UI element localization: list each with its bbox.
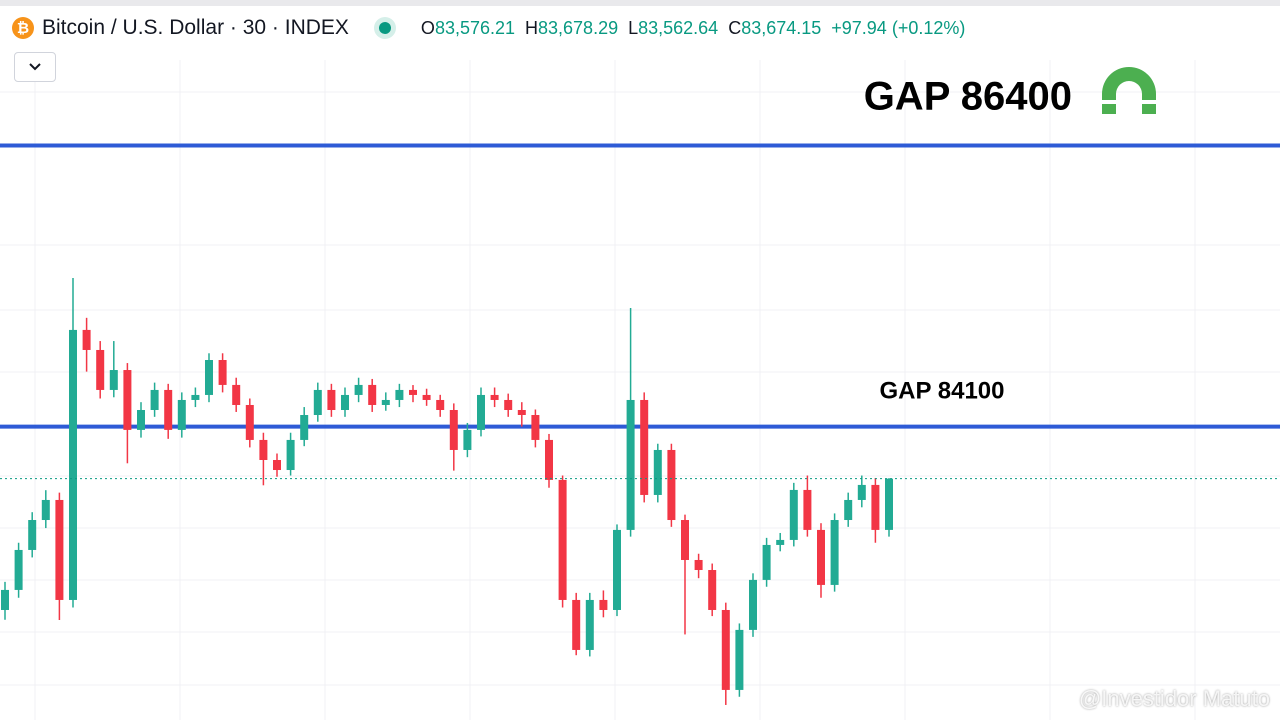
grid xyxy=(0,60,1280,720)
candle-body xyxy=(681,520,689,560)
candle-body xyxy=(653,449,662,495)
candle-body xyxy=(273,459,281,471)
candle-body xyxy=(150,389,159,410)
candle-body xyxy=(14,549,23,590)
candle-body xyxy=(613,529,621,610)
candle-body xyxy=(286,439,295,471)
magnet-icon xyxy=(1102,67,1156,114)
candle-body xyxy=(232,384,241,405)
candle-body xyxy=(327,389,336,410)
candle-body xyxy=(762,544,771,580)
candle-body xyxy=(313,389,322,416)
symbol-title: Bitcoin / U.S. Dollar · 30 · INDEX xyxy=(42,16,349,39)
candle-body xyxy=(123,370,132,430)
candle-body xyxy=(572,599,581,650)
ohlc-low: L83,562.64 xyxy=(628,17,719,38)
candle-body xyxy=(300,415,309,440)
candle-body xyxy=(41,499,50,521)
symbol-header: ₿ Bitcoin / U.S. Dollar · 30 · INDEX O83… xyxy=(12,16,965,40)
candle-body xyxy=(585,599,594,650)
candle-body xyxy=(477,394,485,430)
candle-body xyxy=(259,439,268,460)
candle-body xyxy=(844,499,853,521)
candle-body xyxy=(817,529,825,585)
candle-body xyxy=(422,394,431,400)
candle-body xyxy=(830,520,839,585)
candle-body xyxy=(789,489,798,540)
candle-body xyxy=(436,399,445,410)
candle-body xyxy=(137,409,145,430)
candle-body xyxy=(735,629,744,690)
price-change: +97.94 (+0.12%) xyxy=(831,17,966,38)
candle-body xyxy=(205,360,213,395)
ohlc-close: C83,674.15 xyxy=(728,17,822,38)
ohlc-open: O83,576.21 xyxy=(420,17,516,38)
candle-body xyxy=(82,329,91,350)
market-status xyxy=(378,22,391,34)
gap-label: GAP 86400 xyxy=(864,74,1072,118)
candle-body xyxy=(490,394,499,400)
candle-body xyxy=(55,499,64,600)
ohlc-high: H83,678.29 xyxy=(525,17,619,38)
top-bar xyxy=(0,0,1280,6)
candle-body xyxy=(599,599,608,610)
candle-body xyxy=(449,409,458,450)
candle-body xyxy=(694,559,703,571)
gap-label: GAP 84100 xyxy=(880,378,1005,405)
candle-body xyxy=(531,415,540,440)
candle-body xyxy=(721,609,730,690)
bitcoin-icon: ₿ xyxy=(12,17,34,39)
candle-body xyxy=(164,389,173,430)
candle-body xyxy=(803,489,812,530)
candle-body xyxy=(381,399,390,405)
candle-body xyxy=(885,478,893,530)
candle-body xyxy=(177,399,186,430)
candle-body xyxy=(517,409,526,416)
candle-body xyxy=(354,384,363,395)
candle-body xyxy=(504,399,513,410)
candle-body xyxy=(545,439,553,480)
candle-body xyxy=(857,484,866,500)
candle-body xyxy=(708,570,717,610)
candle-body xyxy=(395,389,404,400)
candle-body xyxy=(109,370,118,390)
candle-body xyxy=(463,429,472,450)
collapse-button[interactable] xyxy=(14,52,56,82)
candle-body xyxy=(96,349,105,390)
candle-body xyxy=(191,394,200,400)
candle-body xyxy=(626,399,635,530)
candle-body xyxy=(776,539,785,545)
candle-body xyxy=(667,449,676,521)
candle-body xyxy=(1,589,9,610)
candle-body xyxy=(871,484,880,530)
candle-body xyxy=(28,520,37,550)
candle-body xyxy=(69,329,77,600)
candle-body xyxy=(749,579,757,630)
candle-body xyxy=(640,399,649,495)
candle-body xyxy=(341,394,349,410)
watermark: @Investidor Matuto xyxy=(1078,686,1270,711)
chevron-icon xyxy=(29,63,41,71)
candle-body xyxy=(368,384,377,405)
candle-body xyxy=(409,389,417,395)
candle-body xyxy=(558,479,567,600)
candle-body xyxy=(245,404,254,440)
candle-body xyxy=(218,360,227,385)
